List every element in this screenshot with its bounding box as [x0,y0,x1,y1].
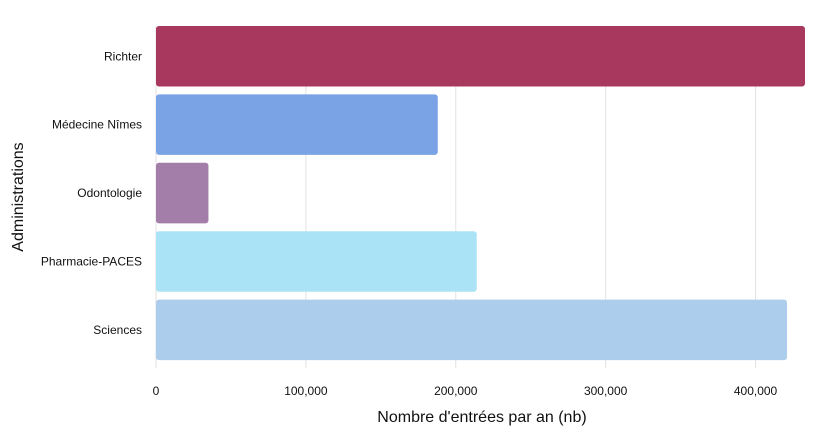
y-tick-labels: Richter Médecine Nîmes Odontologie Pharmaci… [41,49,142,337]
x-tick-label-4: 400,000 [734,384,778,398]
y-tick-label-1: Médecine Nîmes [52,118,142,132]
bar-3[interactable] [156,231,477,292]
x-tick-label-3: 300,000 [584,384,628,398]
bar-4[interactable] [156,299,788,361]
x-tick-labels: 0 100,000 200,000 300,000 400,000 [153,384,778,398]
x-tick-label-1: 100,000 [284,384,328,398]
y-tick-label-3: Pharmacie-PACES [41,254,142,268]
y-tick-label-2: Odontologie [77,186,142,200]
bar-1[interactable] [156,94,438,155]
y-tick-label-4: Sciences [93,323,142,337]
x-tick-label-0: 0 [153,384,160,398]
bar-0[interactable] [156,26,806,87]
bars [156,26,806,361]
bar-2[interactable] [156,162,209,224]
x-axis-title: Nombre d'entrées par an (nb) [377,409,586,426]
y-tick-label-0: Richter [104,49,142,63]
x-tick-label-2: 200,000 [434,384,478,398]
y-axis-title: Administrations [10,142,27,251]
